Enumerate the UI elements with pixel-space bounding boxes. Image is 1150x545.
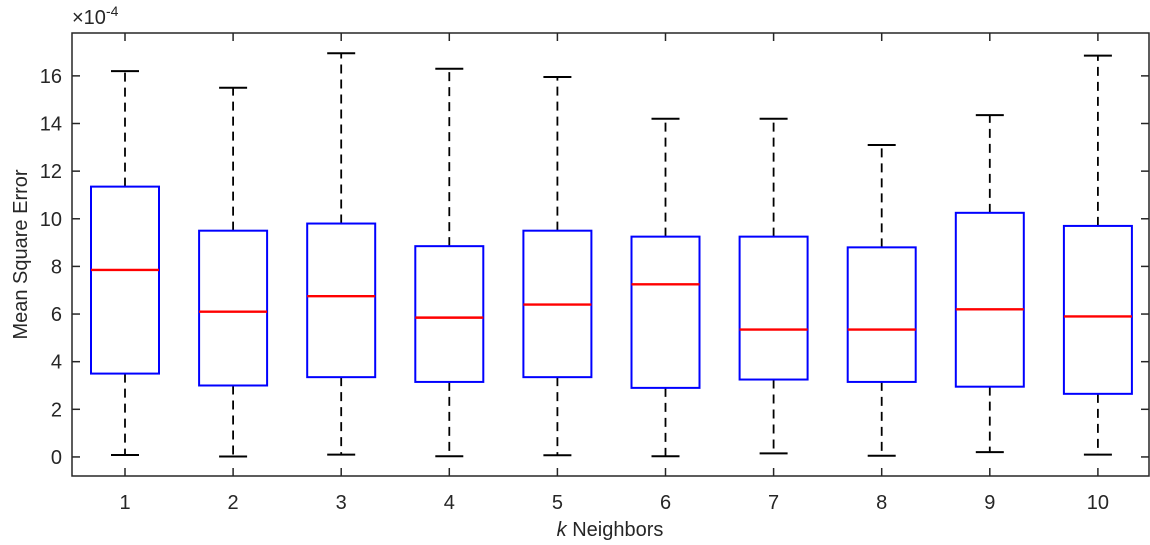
y-exponent-power: -4 bbox=[106, 3, 119, 19]
y-tick-label: 10 bbox=[40, 209, 62, 231]
x-tick-label: 8 bbox=[876, 492, 887, 514]
box-group bbox=[90, 70, 160, 457]
iqr-box bbox=[90, 185, 160, 375]
box-group bbox=[306, 52, 377, 456]
x-tick-label: 6 bbox=[660, 492, 671, 514]
x-tick-label: 10 bbox=[1087, 492, 1109, 514]
box-marks bbox=[90, 52, 1133, 458]
iqr-box bbox=[846, 246, 917, 383]
x-axis-label-variable: k bbox=[557, 519, 568, 541]
box-group bbox=[954, 114, 1025, 454]
plot-frame bbox=[71, 32, 1150, 477]
box-group bbox=[630, 117, 701, 458]
y-tick-label: 12 bbox=[40, 161, 62, 183]
x-axis-label: k Neighbors bbox=[557, 519, 664, 541]
box-group bbox=[198, 86, 269, 458]
x-axis-label-text: Neighbors bbox=[567, 519, 664, 541]
iqr-box bbox=[954, 211, 1025, 388]
x-tick-label: 4 bbox=[444, 492, 455, 514]
iqr-box bbox=[198, 229, 269, 387]
iqr-box bbox=[1062, 224, 1133, 395]
y-tick-label: 14 bbox=[40, 114, 62, 136]
y-tick-label: 4 bbox=[51, 352, 62, 374]
x-tick-label: 5 bbox=[552, 492, 563, 514]
iqr-box bbox=[306, 222, 377, 379]
y-tick-label: 16 bbox=[40, 66, 62, 88]
iqr-box bbox=[414, 245, 485, 383]
box-group bbox=[846, 143, 917, 457]
box-group bbox=[1062, 54, 1133, 456]
y-tick-label: 6 bbox=[51, 304, 62, 326]
x-tick-label: 9 bbox=[984, 492, 995, 514]
y-exponent-label: ×10-4 bbox=[72, 3, 119, 29]
box-group bbox=[414, 67, 485, 458]
x-tick-label: 3 bbox=[336, 492, 347, 514]
x-tick-label: 2 bbox=[228, 492, 239, 514]
y-tick-label: 8 bbox=[51, 256, 62, 278]
iqr-box bbox=[738, 235, 809, 381]
y-tick-label: 0 bbox=[51, 447, 62, 469]
plot-background bbox=[72, 33, 1149, 476]
y-tick-label: 2 bbox=[51, 399, 62, 421]
y-axis-label: Mean Square Error bbox=[10, 169, 32, 339]
y-exponent-base: ×10 bbox=[72, 7, 106, 29]
x-tick-label: 7 bbox=[768, 492, 779, 514]
iqr-box bbox=[630, 235, 701, 389]
box-group bbox=[522, 76, 593, 457]
x-tick-label: 1 bbox=[119, 492, 130, 514]
box-group bbox=[738, 117, 809, 455]
